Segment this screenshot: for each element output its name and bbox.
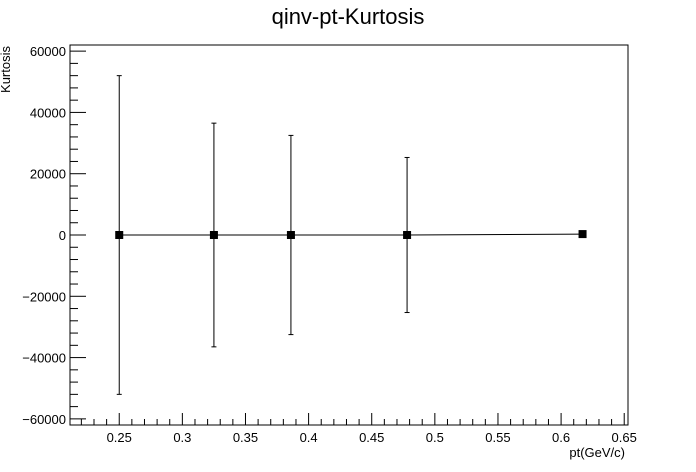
x-tick-label: 0.45 (359, 430, 384, 445)
y-tick-label: −20000 (22, 289, 66, 304)
x-axis-label: pt(GeV/c) (569, 445, 625, 460)
y-tick-label: 20000 (30, 167, 66, 182)
data-point (403, 231, 412, 239)
x-tick-label: 0.6 (552, 430, 570, 445)
series-line (119, 233, 583, 236)
x-tick-label: 0.25 (107, 430, 132, 445)
x-tick-label: 0.3 (173, 430, 191, 445)
data-point (578, 230, 587, 239)
x-tick-label: 0.4 (300, 430, 318, 445)
x-tick-label: 0.55 (485, 430, 510, 445)
y-tick-label: −60000 (22, 412, 66, 427)
x-tick-label: 0.65 (612, 430, 637, 445)
data-point (286, 231, 295, 239)
y-tick-label: 0 (59, 228, 66, 243)
y-tick-label: −40000 (22, 351, 66, 366)
y-tick-label: 40000 (30, 105, 66, 120)
axes: 0.25 0.3 0.35 0.4 0.45 0.5 0.55 0.6 0.65 −60000 −4… (22, 44, 637, 445)
data-point (115, 231, 124, 239)
chart-title: qinv-pt-Kurtosis (272, 4, 425, 29)
data-point (209, 231, 218, 239)
data-marks (115, 75, 587, 395)
x-tick-label: 0.5 (426, 430, 444, 445)
y-tick-label: 60000 (30, 44, 66, 59)
x-tick-label: 0.35 (233, 430, 258, 445)
y-axis-label: Kurtosis (0, 46, 13, 93)
